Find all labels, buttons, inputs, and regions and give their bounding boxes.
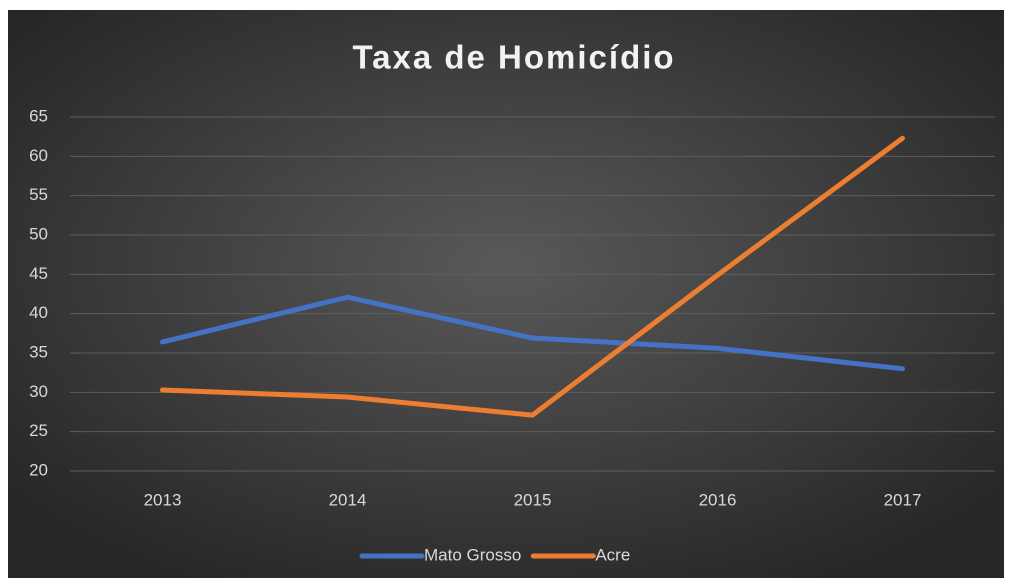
y-tick-label: 60 [29, 146, 48, 165]
y-tick-label: 50 [29, 224, 48, 243]
y-tick-label: 55 [29, 185, 48, 204]
x-tick-label: 2017 [884, 490, 922, 509]
chart-background [8, 10, 1004, 578]
y-tick-label: 65 [29, 106, 48, 125]
x-tick-label: 2015 [514, 490, 552, 509]
line-series [160, 294, 905, 372]
x-tick-label: 2014 [329, 490, 367, 509]
x-tick-label: 2013 [144, 490, 182, 509]
legend-label: Mato Grosso [424, 545, 521, 564]
y-tick-label: 40 [29, 303, 48, 322]
legend-label: Acre [595, 545, 630, 564]
y-tick-label: 20 [29, 460, 48, 479]
chart-title: Taxa de Homicídio [352, 39, 675, 76]
y-tick-label: 35 [29, 342, 48, 361]
y-tick-label: 25 [29, 421, 48, 440]
x-tick-label: 2016 [699, 490, 737, 509]
y-tick-label: 45 [29, 264, 48, 283]
y-tick-label: 30 [29, 382, 48, 401]
line-series [160, 135, 905, 418]
